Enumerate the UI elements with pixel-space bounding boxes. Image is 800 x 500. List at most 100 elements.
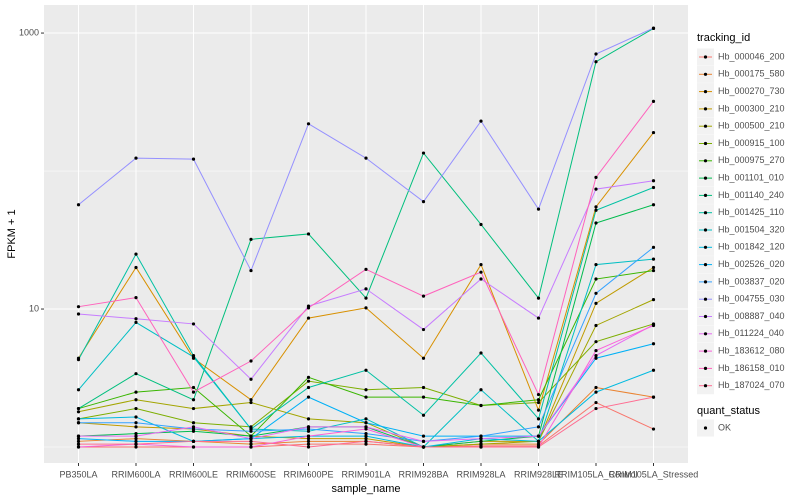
point — [594, 406, 598, 411]
point — [191, 406, 196, 411]
point — [479, 222, 483, 227]
x-tick-label: RRIM901LA — [341, 469, 390, 479]
legend-point — [703, 55, 708, 59]
point — [134, 421, 138, 425]
point — [364, 432, 368, 436]
point — [364, 296, 368, 300]
legend-label: Hb_008887_040 — [718, 311, 785, 321]
x-tick-label: RRIM600LE — [169, 469, 218, 479]
legend-label: Hb_000175_580 — [718, 69, 785, 79]
point — [536, 445, 541, 449]
point — [191, 398, 196, 402]
point — [421, 395, 426, 399]
point — [594, 390, 598, 394]
point — [479, 119, 483, 123]
point — [191, 355, 196, 359]
point — [306, 316, 311, 320]
point — [191, 390, 196, 394]
legend-point — [703, 280, 708, 284]
point — [76, 442, 81, 446]
point — [134, 445, 138, 449]
point — [594, 175, 598, 179]
point — [421, 294, 426, 298]
x-tick-label: RRIM928LE — [514, 469, 563, 479]
point — [479, 445, 483, 449]
point — [306, 425, 311, 429]
legend-point — [703, 124, 708, 128]
point — [594, 356, 598, 360]
x-axis-title: sample_name — [331, 483, 400, 495]
legend-point — [703, 384, 708, 388]
point — [421, 413, 426, 417]
point — [76, 434, 81, 438]
point — [76, 410, 81, 414]
legend-label: Hb_001140_240 — [718, 190, 784, 200]
x-tick-label: RRIM600LA — [111, 469, 160, 479]
point — [364, 156, 368, 160]
point — [249, 427, 253, 431]
point — [651, 130, 656, 135]
x-tick-label: RRIM105LA_Control — [554, 469, 637, 479]
point — [651, 257, 656, 261]
point — [364, 388, 368, 392]
point — [479, 351, 483, 355]
point — [536, 425, 541, 429]
point — [479, 388, 483, 392]
point — [479, 277, 483, 281]
legend-label: OK — [718, 422, 731, 432]
y-axis-title: FPKM + 1 — [6, 209, 18, 258]
legend-point — [703, 90, 708, 94]
point — [191, 322, 196, 326]
point — [594, 52, 598, 56]
point — [76, 305, 81, 309]
x-tick-label: RRIM105LA_Stressed — [609, 469, 699, 479]
point — [479, 270, 483, 274]
point — [536, 417, 541, 421]
point — [134, 406, 138, 411]
point — [364, 395, 368, 399]
point — [479, 437, 483, 441]
point — [594, 400, 598, 405]
x-tick-label: PB350LA — [59, 469, 97, 479]
legend-label: Hb_187024_070 — [718, 380, 785, 390]
point — [364, 434, 368, 438]
point — [421, 385, 426, 390]
point — [594, 208, 598, 212]
legend-point — [703, 245, 708, 249]
point — [249, 445, 253, 449]
point — [594, 353, 598, 358]
point — [134, 425, 138, 429]
point — [134, 439, 138, 443]
x-tick-label: RRIM600SE — [226, 469, 276, 479]
point — [134, 320, 138, 325]
point — [364, 287, 368, 291]
x-tick-label: RRIM928LA — [456, 469, 505, 479]
y-tick-label: 10 — [29, 303, 39, 313]
legend-label: Hb_000046_200 — [718, 51, 785, 61]
point — [651, 99, 656, 103]
point — [594, 187, 598, 191]
legend-label: Hb_011224_040 — [718, 328, 784, 338]
point — [651, 368, 656, 372]
point — [421, 200, 426, 204]
legend-label: Hb_003837_020 — [718, 276, 785, 286]
point — [134, 415, 138, 419]
point — [421, 439, 426, 443]
point — [479, 262, 483, 267]
point — [249, 398, 253, 402]
x-tick-label: RRIM600PE — [283, 469, 333, 479]
point — [594, 340, 598, 344]
point — [191, 445, 196, 449]
point — [306, 417, 311, 421]
point — [134, 156, 138, 160]
point — [191, 157, 196, 161]
point — [536, 400, 541, 405]
point — [536, 392, 541, 397]
point — [134, 432, 138, 436]
point — [76, 406, 81, 411]
point — [306, 232, 311, 236]
legend-label: Hb_002526_020 — [718, 259, 785, 269]
point — [536, 439, 541, 443]
point — [249, 400, 253, 405]
